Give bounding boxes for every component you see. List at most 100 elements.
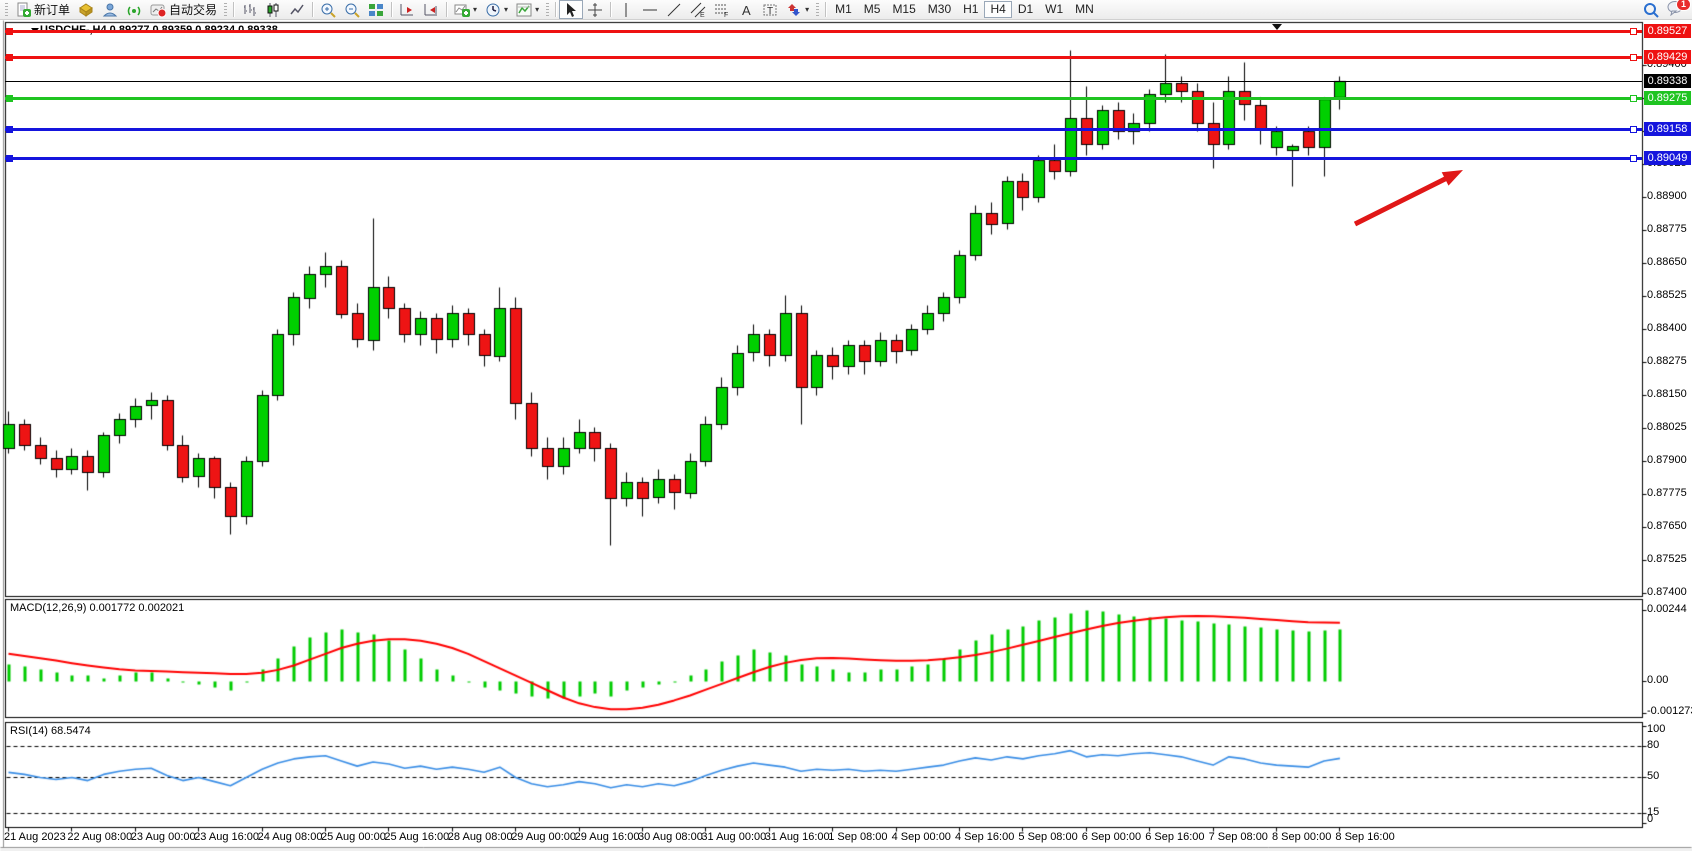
line-handle[interactable]: [6, 126, 13, 133]
tf-button-M1[interactable]: M1: [835, 2, 852, 16]
crosshair-tool-button[interactable]: [583, 0, 607, 19]
community-button[interactable]: [98, 0, 122, 19]
toolbar-grip[interactable]: [224, 2, 228, 17]
toolbar-grip[interactable]: [816, 2, 820, 17]
line-handle[interactable]: [1630, 54, 1637, 61]
templates-button[interactable]: ▾: [512, 0, 543, 19]
tf-button-W1[interactable]: W1: [1045, 2, 1064, 16]
bar-chart-mode-button[interactable]: [237, 0, 261, 19]
rsi-tick-label: 15: [1647, 806, 1660, 819]
chart-shift-button[interactable]: [419, 0, 443, 19]
svg-text:A: A: [742, 3, 751, 18]
line-chart-mode-button[interactable]: [285, 0, 309, 19]
time-axis-label: 4 Sep 00:00: [891, 831, 951, 843]
tf-button-MN[interactable]: MN: [1075, 2, 1094, 16]
autotrading-button[interactable]: 自动交易: [146, 0, 221, 19]
zoom-in-button[interactable]: [316, 0, 340, 19]
chat-button[interactable]: 1: [1667, 0, 1691, 19]
line-handle[interactable]: [6, 28, 13, 35]
templates-icon: [516, 3, 532, 16]
time-axis-label: 31 Aug 16:00: [764, 831, 830, 843]
toolbar: 新订单: [0, 0, 1692, 20]
macd-tick-label: -0.001273: [1647, 705, 1692, 717]
tile-windows-icon: [369, 3, 384, 16]
new-order-label: 新订单: [34, 3, 71, 17]
tf-button-M5[interactable]: M5: [863, 2, 881, 16]
horizontal-line-object[interactable]: [5, 126, 1642, 133]
line-handle[interactable]: [1630, 155, 1637, 162]
zoom-out-button[interactable]: [340, 0, 364, 19]
tf-button-M15[interactable]: M15: [892, 2, 916, 16]
rsi-tick-label: 0: [1647, 813, 1654, 825]
price-line-badge: 0.89429: [1644, 50, 1691, 64]
periods-clock-icon: [486, 3, 500, 16]
rsi-tick-label: 80: [1647, 739, 1660, 751]
dropdown-caret-icon: ▾: [535, 5, 540, 14]
trendline-tool-button[interactable]: [662, 0, 686, 19]
price-line-badge: 0.89049: [1644, 151, 1691, 165]
line-handle[interactable]: [1630, 126, 1637, 133]
line-chart-icon: [290, 4, 304, 14]
text-label-tool-button[interactable]: T: [758, 0, 782, 19]
separator: [555, 2, 557, 17]
line-handle[interactable]: [6, 54, 13, 61]
time-axis-label: 6 Sep 00:00: [1081, 831, 1142, 843]
dropdown-caret-icon: ▾: [805, 5, 810, 14]
equidistant-channel-tool-button[interactable]: E: [686, 0, 710, 19]
horizontal-line-object[interactable]: [5, 95, 1642, 102]
indicators-icon: [454, 4, 471, 17]
zoom-in-icon: [321, 3, 336, 18]
text-label-icon: T: [763, 4, 777, 17]
channel-icon: E: [690, 2, 706, 18]
indicators-button[interactable]: ▾: [450, 0, 481, 19]
svg-text:F: F: [724, 12, 728, 18]
dropdown-caret-icon: ▾: [504, 5, 509, 14]
new-order-icon: [17, 2, 31, 17]
price-tick-label: 0.88400: [1647, 321, 1687, 334]
auto-scroll-button[interactable]: [395, 0, 419, 19]
vertical-line-tool-button[interactable]: [614, 0, 638, 19]
line-handle[interactable]: [1630, 28, 1637, 35]
toolbar-grip[interactable]: [5, 2, 8, 17]
new-order-button[interactable]: 新订单: [11, 0, 74, 19]
line-handle[interactable]: [6, 95, 13, 102]
text-tool-button[interactable]: A: [734, 0, 758, 19]
price-tick-label: 0.88275: [1647, 354, 1687, 367]
auto-scroll-icon: [400, 3, 414, 15]
toolbar-grip[interactable]: [546, 2, 550, 17]
periods-button[interactable]: ▾: [481, 0, 512, 19]
trendline-icon: [667, 3, 681, 16]
macd-tick-label: 0.00244: [1647, 603, 1687, 615]
time-axis-label: 21 Aug 2023: [4, 831, 66, 843]
signals-button[interactable]: [122, 0, 146, 19]
tf-button-M30[interactable]: M30: [927, 2, 952, 16]
zoom-out-icon: [345, 3, 360, 18]
fibonacci-tool-button[interactable]: F: [710, 0, 734, 19]
candlestick-mode-button[interactable]: [261, 0, 285, 19]
horizontal-line-tool-button[interactable]: [638, 0, 662, 19]
tf-button-H4[interactable]: H4: [984, 1, 1012, 18]
horizontal-line-object[interactable]: [5, 155, 1642, 162]
horizontal-line-object[interactable]: [5, 54, 1642, 61]
line-handle[interactable]: [1630, 95, 1637, 102]
autotrading-icon: [150, 4, 167, 17]
chart-shift-marker-icon[interactable]: [1272, 24, 1282, 30]
search-icon[interactable]: [1643, 2, 1659, 18]
time-axis-label: 23 Aug 00:00: [130, 831, 196, 843]
tf-button-D1[interactable]: D1: [1017, 2, 1034, 16]
toolbar-right: 1: [1643, 0, 1691, 19]
price-tick-label: 0.87400: [1647, 585, 1687, 598]
deposit-button[interactable]: [74, 0, 98, 19]
separator: [233, 2, 235, 17]
tile-windows-button[interactable]: [364, 0, 388, 19]
trend-arrow-object[interactable]: [1345, 160, 1480, 240]
horizontal-line-object[interactable]: [5, 28, 1642, 35]
macd-indicator-label: MACD(12,26,9) 0.001772 0.002021: [10, 602, 185, 614]
tf-button-H1[interactable]: H1: [963, 2, 979, 16]
cursor-tool-button[interactable]: [559, 0, 584, 19]
current-price-line: [5, 81, 1642, 82]
line-handle[interactable]: [6, 155, 13, 162]
price-tick-label: 0.87650: [1647, 519, 1687, 532]
arrows-tool-button[interactable]: ▾: [782, 0, 813, 19]
